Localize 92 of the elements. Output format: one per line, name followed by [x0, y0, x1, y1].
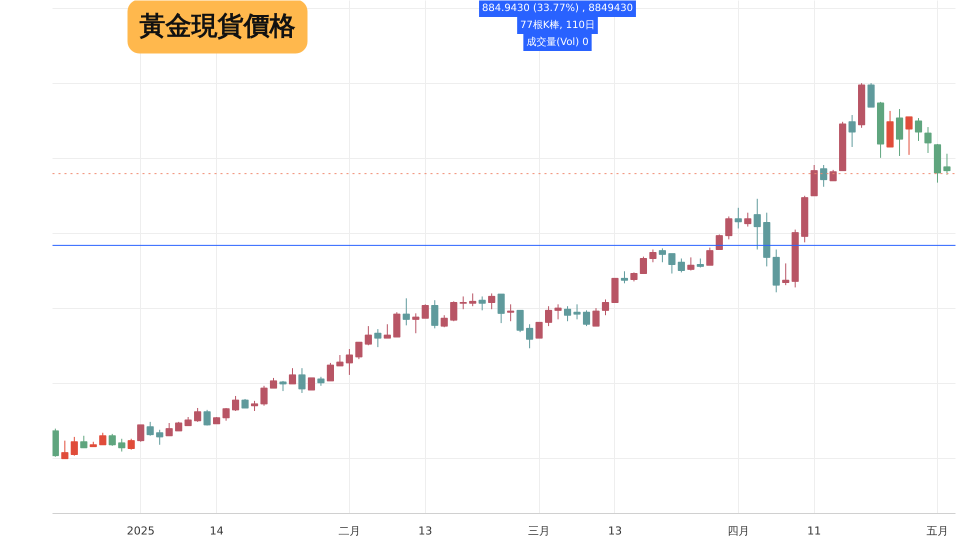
candlestick — [640, 256, 648, 274]
candlestick — [450, 300, 458, 322]
candlestick — [668, 253, 676, 274]
x-tick-label: 2025 — [126, 524, 155, 538]
candlestick — [232, 395, 240, 412]
candlestick — [734, 207, 742, 229]
candlestick — [582, 310, 590, 327]
candlestick — [896, 108, 904, 156]
candlestick — [696, 258, 704, 268]
candlestick — [346, 348, 353, 376]
candlestick — [146, 421, 154, 436]
candlestick — [279, 380, 287, 392]
candlestick — [422, 304, 429, 319]
candlestick — [564, 306, 572, 322]
candlestick — [848, 114, 856, 148]
candlestick — [175, 421, 182, 432]
candlestick — [545, 306, 552, 327]
candlestick — [868, 82, 875, 108]
candlestick — [820, 164, 828, 188]
candlestick — [658, 248, 666, 263]
candlestick — [536, 322, 543, 339]
text: 77根K棒, 110日 — [520, 19, 595, 31]
candlestick — [649, 248, 656, 263]
candlestick — [744, 212, 752, 228]
candlestick — [460, 296, 467, 310]
candlestick — [166, 422, 173, 436]
candlestick — [288, 368, 296, 384]
candlestick — [905, 116, 913, 156]
candlestick — [620, 270, 628, 284]
candlestick — [270, 377, 278, 389]
candlestick — [70, 436, 78, 456]
candlestick — [716, 234, 723, 250]
x-tick-label: 11 — [807, 524, 822, 538]
candlestick — [61, 440, 68, 460]
candlestick — [374, 328, 382, 348]
candlestick — [488, 292, 496, 310]
candlestick — [469, 292, 476, 307]
candlestick — [355, 342, 362, 360]
candlestick — [99, 432, 106, 446]
candlestick — [592, 308, 600, 327]
text: 884.9430 (33.77%) , 8849430 — [482, 3, 633, 14]
candlestick — [204, 409, 211, 426]
candlestick — [364, 326, 372, 346]
candlestick — [118, 438, 126, 452]
candlestick — [222, 407, 230, 422]
candlestick — [384, 324, 391, 339]
candlestick — [754, 198, 761, 250]
x-tick-label: 14 — [210, 524, 224, 538]
candlestick — [478, 296, 486, 311]
candlestick — [137, 424, 144, 442]
x-tick-label: 二月 — [338, 524, 360, 538]
candlestick — [80, 435, 88, 448]
candlestick — [706, 247, 714, 266]
candlestick — [156, 429, 164, 446]
candlestick — [725, 216, 732, 240]
candlestick — [914, 118, 922, 142]
candlestick — [924, 126, 932, 154]
candlestick — [526, 324, 534, 349]
candlestick — [250, 400, 258, 412]
candlestick — [440, 314, 448, 328]
candlestick — [194, 407, 202, 422]
candlestick — [336, 354, 344, 366]
x-tick-label: 13 — [418, 524, 432, 538]
candlestick — [326, 362, 334, 382]
candlestick — [782, 262, 790, 286]
candlestick — [402, 298, 410, 326]
candlestick — [687, 256, 694, 272]
candlestick — [630, 272, 638, 282]
candlestick — [108, 433, 116, 446]
candlestick — [298, 368, 306, 394]
candlestick — [412, 312, 420, 334]
candlestick — [516, 310, 524, 333]
candlestick — [678, 258, 685, 273]
x-tick-label: 五月 — [926, 524, 948, 538]
candlestick — [308, 377, 316, 390]
candlestick — [128, 438, 135, 450]
text: 成交量(Vol) 0 — [526, 36, 589, 48]
candlestick — [317, 376, 325, 386]
candlestick — [602, 298, 610, 316]
candlestick — [573, 304, 581, 320]
candlestick — [554, 304, 562, 320]
candlestick — [260, 385, 268, 406]
x-tick-label: 13 — [608, 524, 622, 538]
candlestick — [943, 153, 951, 176]
candlestick — [498, 294, 505, 324]
candlestick — [241, 398, 249, 408]
candlestick — [507, 304, 514, 322]
chart-title: 黃金現貨價格 — [138, 12, 296, 42]
candlestick — [393, 312, 400, 338]
x-tick-label: 四月 — [727, 524, 750, 538]
candlestick — [431, 300, 438, 329]
x-tick-label: 三月 — [528, 524, 550, 538]
